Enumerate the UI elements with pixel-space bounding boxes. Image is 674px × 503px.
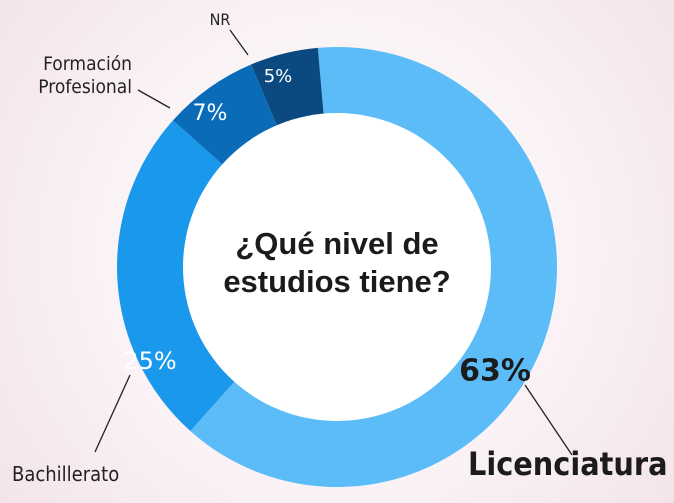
value-label: 5% <box>264 66 293 87</box>
leader-line <box>94 374 131 453</box>
leader-line <box>137 89 171 109</box>
donut-hole <box>183 113 491 421</box>
category-label: NR <box>209 10 231 29</box>
value-labels: 63% 25% 7% 5% <box>123 66 531 389</box>
value-label: 63% <box>459 354 531 389</box>
category-label: Bachillerato <box>12 462 120 486</box>
value-label: 7% <box>193 101 228 126</box>
leader-line <box>229 29 249 56</box>
leader-lines <box>94 29 573 456</box>
leader-line <box>524 384 573 456</box>
category-label: Formación Profesional <box>38 53 132 98</box>
value-label: 25% <box>123 347 176 375</box>
category-label: Licenciatura <box>468 445 668 483</box>
chart-title: ¿Qué nivel de estudios tiene? <box>223 226 451 299</box>
